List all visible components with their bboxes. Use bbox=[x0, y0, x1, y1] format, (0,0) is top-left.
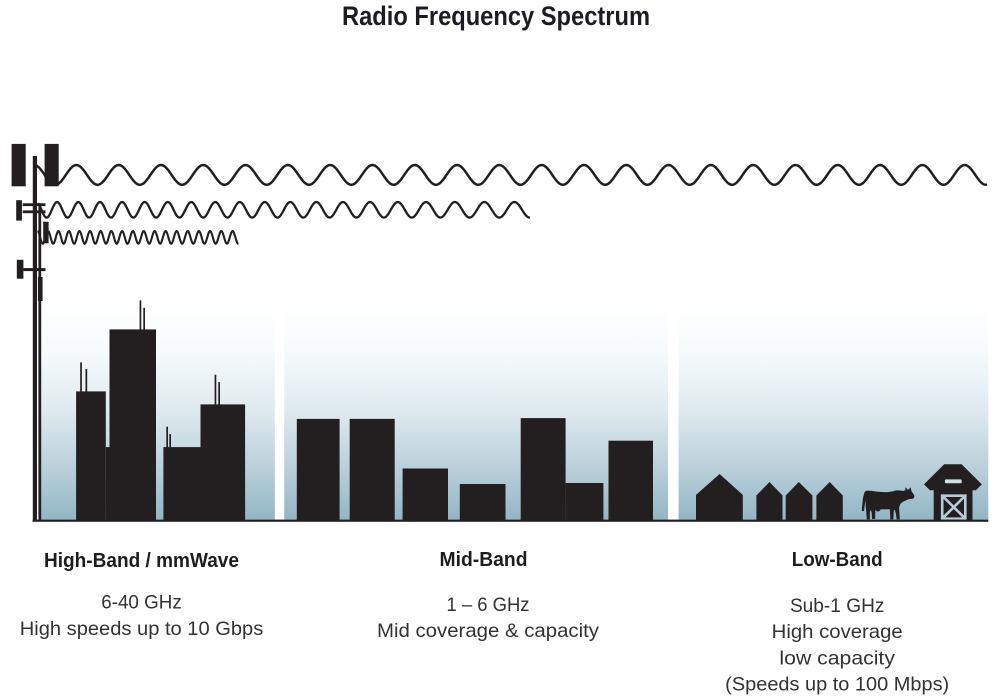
svg-text:(Speeds up to 100 Mbps): (Speeds up to 100 Mbps) bbox=[725, 674, 949, 696]
svg-text:High speeds up to 10 Gbps: High speeds up to 10 Gbps bbox=[20, 618, 264, 640]
svg-text:High coverage: High coverage bbox=[772, 621, 903, 643]
svg-text:6-40 GHz: 6-40 GHz bbox=[101, 592, 182, 614]
svg-text:Low-Band: Low-Band bbox=[792, 548, 883, 571]
svg-text:Mid-Band: Mid-Band bbox=[440, 548, 528, 571]
svg-text:Mid coverage & capacity: Mid coverage & capacity bbox=[377, 620, 599, 642]
svg-text:1 – 6 GHz: 1 – 6 GHz bbox=[447, 594, 530, 616]
svg-text:Sub-1 GHz: Sub-1 GHz bbox=[790, 595, 885, 617]
svg-text:High-Band / mmWave: High-Band / mmWave bbox=[44, 549, 239, 572]
svg-text:low capacity: low capacity bbox=[779, 647, 895, 669]
svg-text:Radio Frequency Spectrum: Radio Frequency Spectrum bbox=[342, 1, 650, 31]
